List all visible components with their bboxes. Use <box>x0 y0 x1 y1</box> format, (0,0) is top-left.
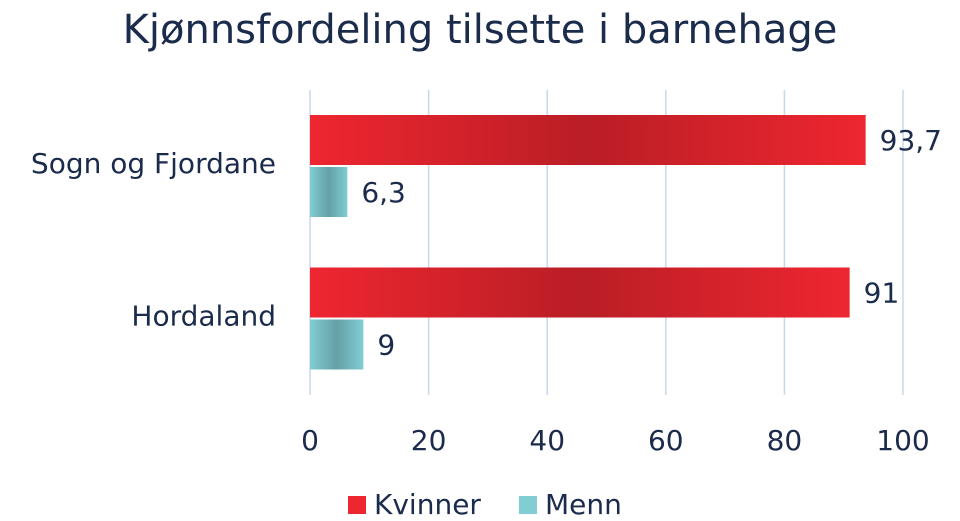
x-tick-label: 20 <box>411 424 447 457</box>
value-label: 93,7 <box>880 124 942 157</box>
x-tick-label: 0 <box>301 424 319 457</box>
legend-swatch <box>348 496 366 514</box>
bar-shade <box>310 115 866 165</box>
x-tick-label: 100 <box>876 424 929 457</box>
y-tick-label: Hordaland <box>131 300 276 333</box>
chart-title: Kjønnsfordeling tilsette i barnehage <box>123 7 838 53</box>
bar-shade <box>310 267 850 318</box>
value-label: 6,3 <box>361 176 406 209</box>
x-tick-label: 40 <box>529 424 565 457</box>
y-tick-label: Sogn og Fjordane <box>31 147 276 180</box>
bar-shade <box>310 167 348 217</box>
value-label: 91 <box>864 277 900 310</box>
x-tick-label: 80 <box>767 424 803 457</box>
x-tick-label: 60 <box>648 424 684 457</box>
legend-swatch <box>518 496 537 514</box>
bar-shade <box>310 319 364 370</box>
legend-label: Kvinner <box>374 488 481 521</box>
value-label: 9 <box>377 329 395 362</box>
legend-label: Menn <box>545 488 622 521</box>
